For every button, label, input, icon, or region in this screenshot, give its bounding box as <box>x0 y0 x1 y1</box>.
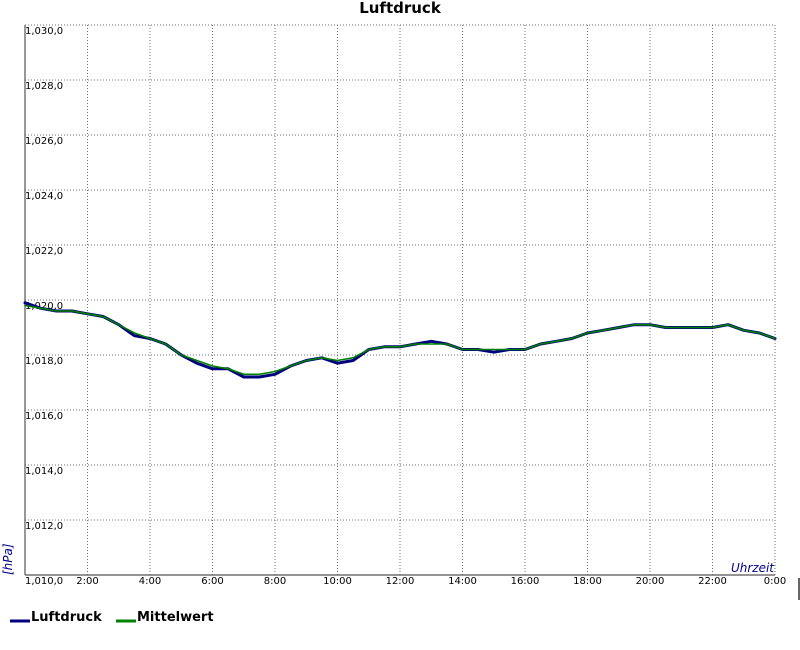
y-tick-label: 1,028,0 <box>25 81 63 92</box>
y-tick-label: 1,022,0 <box>25 246 63 257</box>
x-axis-label: Uhrzeit <box>731 561 775 575</box>
legend-label: Luftdruck <box>31 610 102 625</box>
y-tick-labels: 1,010,0 1,012,0 1,014,0 1,016,0 1,018,0 1,020… <box>25 26 63 587</box>
y-tick-label: 1,024,0 <box>25 191 63 202</box>
x-tick-label: 6:00 <box>201 576 223 587</box>
y-tick-label: 1,030,0 <box>25 26 63 37</box>
x-tick-label: 12:00 <box>386 576 415 587</box>
y-tick-label: 1,020,0 <box>25 301 63 312</box>
y-tick-label: 1,018,0 <box>25 356 63 367</box>
x-tick-label: 8:00 <box>264 576 286 587</box>
y-tick-label: 1,012,0 <box>25 521 63 532</box>
x-tick-label: 2:00 <box>76 576 98 587</box>
x-tick-label: 4:00 <box>139 576 161 587</box>
y-tick-label: 1,014,0 <box>25 466 63 477</box>
legend: Luftdruck Mittelwert <box>10 610 214 625</box>
y-tick-label: 1,026,0 <box>25 136 63 147</box>
legend-label: Mittelwert <box>137 610 214 625</box>
grid-lines <box>25 24 776 575</box>
x-tick-label: 10:00 <box>323 576 352 587</box>
x-tick-label: 0:00 <box>764 576 786 587</box>
y-axis-label: [hPa] <box>1 543 15 575</box>
x-tick-label: 22:00 <box>698 576 727 587</box>
x-tick-label: 20:00 <box>636 576 665 587</box>
x-tick-labels: 2:00 4:00 6:00 8:00 10:00 12:00 14:00 16:00 18:0… <box>76 576 786 587</box>
chart-title: Luftdruck <box>359 0 442 17</box>
x-tick-label: 18:00 <box>573 576 602 587</box>
series-lines <box>23 301 777 379</box>
series-line-mittelwert <box>24 304 776 376</box>
axes <box>24 25 800 600</box>
y-tick-label: 1,016,0 <box>25 411 63 422</box>
y-tick-label: 1,010,0 <box>25 576 63 587</box>
x-tick-label: 16:00 <box>511 576 540 587</box>
x-tick-label: 14:00 <box>448 576 477 587</box>
